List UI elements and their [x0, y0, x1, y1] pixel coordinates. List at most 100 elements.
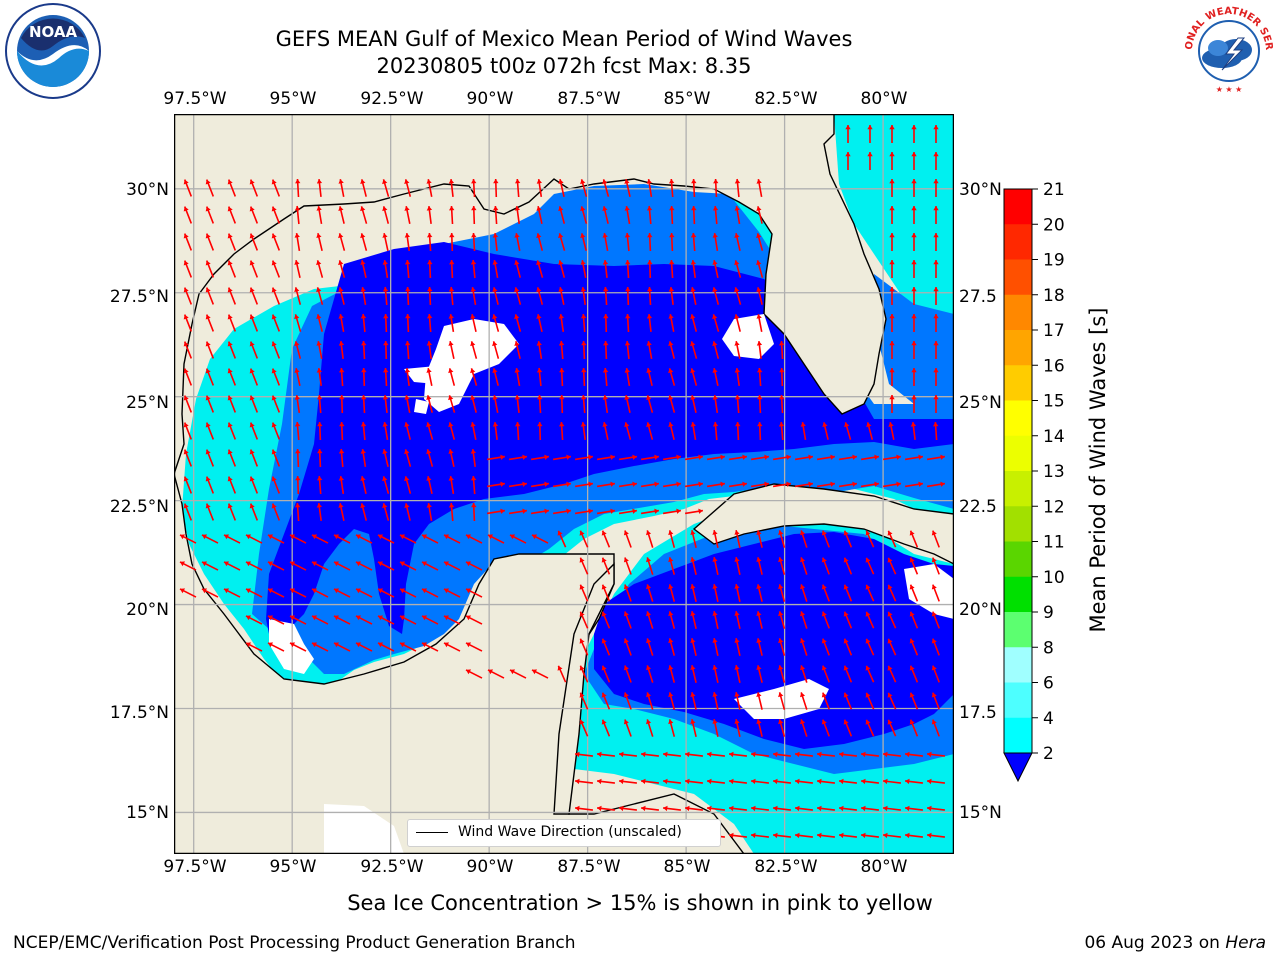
wave-direction-arrowhead	[601, 665, 607, 671]
colorbar-segment	[1004, 612, 1032, 648]
wave-direction-arrowhead	[712, 638, 718, 643]
wave-direction-arrowhead	[492, 287, 498, 292]
wave-direction-arrowhead	[404, 260, 411, 265]
wave-direction-arrowhead	[268, 561, 273, 567]
wind-wave-arrows	[179, 125, 946, 839]
wave-direction-arrowhead	[227, 503, 233, 509]
wave-direction-arrowhead	[427, 287, 433, 292]
wave-direction-arrowhead	[691, 206, 697, 211]
wave-direction-arrowhead	[271, 449, 277, 455]
wave-direction-arrowhead	[623, 638, 629, 644]
wave-direction-arrowhead	[654, 508, 659, 514]
wave-direction-arrowhead	[422, 588, 427, 594]
wave-direction-arrowhead	[669, 260, 675, 265]
wave-direction-arrowhead	[426, 368, 432, 373]
colorbar-extend-min	[1003, 752, 1033, 783]
lon-tick-top: 97.5°W	[163, 89, 227, 109]
lat-tick-right: 20°N	[959, 600, 1002, 620]
wave-direction-arrowhead	[404, 233, 410, 238]
wave-direction-arrowhead	[909, 638, 915, 644]
wave-direction-arrowhead	[756, 638, 762, 643]
wave-direction-arrowhead	[756, 206, 762, 211]
wave-direction-arrowhead	[205, 260, 211, 266]
wave-direction-arrowhead	[641, 751, 646, 758]
wave-direction-arrowhead	[514, 233, 520, 238]
wave-direction-arrowhead	[588, 481, 593, 487]
wave-direction-arrowhead	[712, 341, 718, 347]
wave-direction-arrowhead	[889, 341, 895, 346]
wave-direction-arrowhead	[249, 206, 255, 212]
lon-tick-bottom: 82.5°W	[754, 857, 818, 877]
wave-direction-arrowhead	[742, 481, 747, 487]
wave-direction-arrowhead	[734, 206, 740, 211]
wave-direction-arrowhead	[249, 476, 255, 482]
colorbar-segment	[1004, 435, 1032, 472]
wave-direction-arrowhead	[839, 778, 844, 785]
wave-direction-arrowhead	[271, 260, 277, 266]
wave-direction-arrowhead	[180, 534, 185, 540]
wave-direction-arrowhead	[734, 638, 740, 643]
colorbar-tick-label: 17	[1043, 321, 1065, 341]
lat-tick-left: 27.5°N	[109, 287, 169, 307]
wave-direction-arrowhead	[720, 454, 725, 460]
wave-direction-arrowhead	[558, 260, 564, 266]
wave-direction-arrowhead	[756, 557, 762, 562]
wave-direction-arrowhead	[734, 692, 740, 697]
wave-direction-arrowhead	[883, 751, 888, 758]
wave-direction-arrowhead	[865, 584, 871, 590]
lat-tick-left: 25°N	[126, 393, 169, 413]
wave-direction-arrowhead	[861, 751, 866, 758]
wave-direction-arrowhead	[729, 805, 734, 812]
wave-direction-arrowhead	[668, 692, 674, 698]
wave-direction-arrowhead	[698, 481, 703, 487]
colorbar-segment	[1004, 471, 1032, 507]
lat-tick-left: 22.5°N	[109, 497, 169, 517]
wave-direction-arrowhead	[493, 206, 499, 211]
wave-direction-arrowhead	[690, 395, 696, 400]
lat-tick-right: 30°N	[959, 180, 1002, 200]
wave-direction-arrowhead	[720, 481, 725, 487]
land-us-north	[174, 114, 887, 475]
wave-direction-arrowhead	[183, 233, 189, 239]
wave-direction-arrowhead	[751, 832, 756, 839]
wave-direction-arrowhead	[887, 719, 893, 725]
wave-direction-arrowhead	[588, 508, 593, 514]
wave-direction-arrowhead	[444, 561, 449, 567]
wave-direction-arrowhead	[356, 588, 361, 594]
wave-direction-arrowhead	[624, 422, 630, 428]
wave-period-map	[174, 114, 954, 854]
wave-direction-arrowhead	[183, 287, 189, 293]
wave-direction-arrowhead	[624, 206, 630, 211]
wave-direction-arrowhead	[559, 395, 565, 400]
wave-direction-arrowhead	[800, 422, 806, 427]
nodata-patch	[269, 619, 314, 674]
wave-direction-arrowhead	[690, 611, 696, 616]
wave-direction-arrowhead	[224, 588, 229, 594]
wave-direction-arrowhead	[227, 314, 233, 320]
wave-direction-arrowhead	[610, 508, 615, 514]
wave-direction-arrowhead	[536, 206, 542, 211]
wave-direction-arrowhead	[624, 179, 630, 184]
wave-direction-arrowhead	[685, 805, 690, 812]
colorbar-segment	[1004, 576, 1032, 613]
date-stamp: 06 Aug 2023 on Hera	[1084, 933, 1266, 953]
wave-direction-arrowhead	[756, 341, 763, 346]
wave-direction-arrowhead	[756, 665, 762, 670]
wave-direction-arrowhead	[404, 179, 410, 184]
wave-direction-arrowhead	[933, 233, 939, 238]
wave-direction-arrowhead	[918, 454, 923, 460]
wave-direction-arrowhead	[624, 341, 631, 346]
legend-label: Wind Wave Direction (unscaled)	[458, 824, 682, 840]
wave-direction-arrowhead	[698, 508, 703, 514]
wave-direction-arrowhead	[488, 534, 493, 540]
wave-direction-arrowhead	[471, 503, 477, 508]
wave-direction-arrowhead	[470, 449, 476, 454]
wave-direction-arrowhead	[246, 615, 251, 621]
wave-direction-arrowhead	[734, 611, 740, 616]
wave-direction-arrowhead	[316, 179, 323, 184]
wave-direction-arrowhead	[861, 778, 866, 785]
colorbar-tick-label: 20	[1043, 215, 1065, 235]
wave-direction-arrowhead	[712, 665, 718, 670]
wave-direction-arrowhead	[911, 287, 917, 292]
wave-direction-arrowhead	[623, 719, 629, 725]
